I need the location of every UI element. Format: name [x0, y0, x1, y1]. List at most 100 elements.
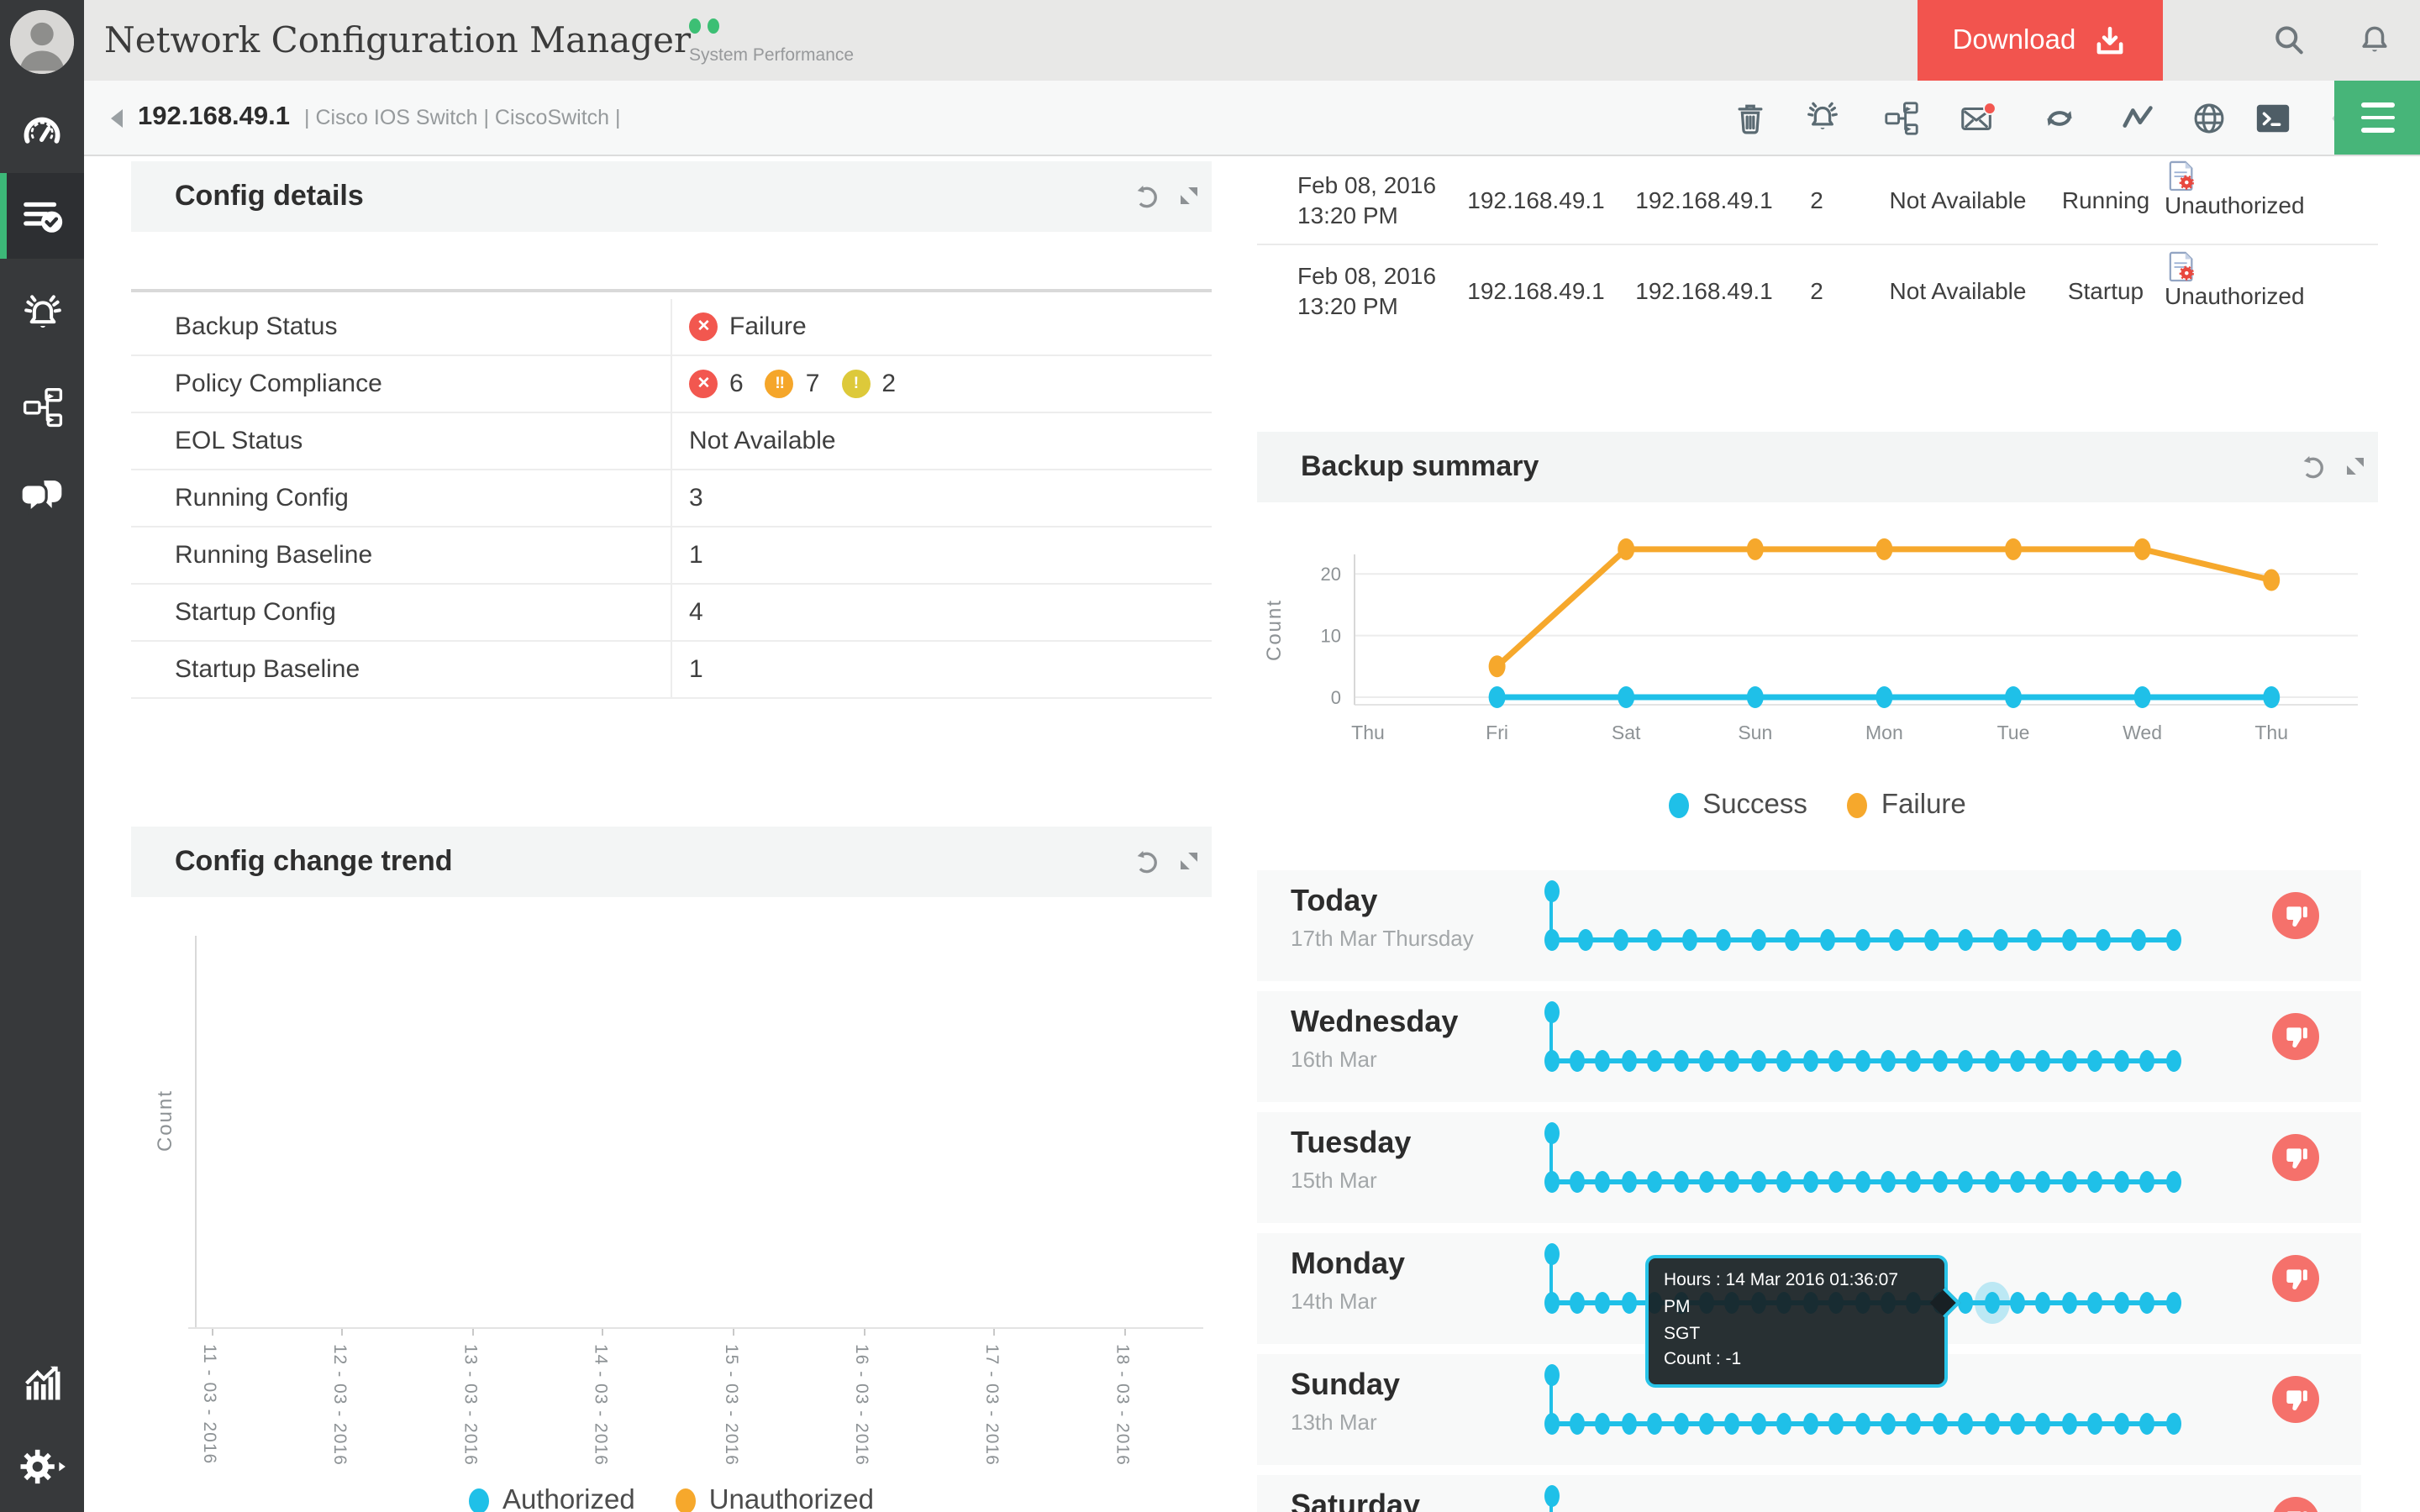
sidebar-item-alarms[interactable] [0, 274, 84, 354]
backup-dot[interactable] [1785, 928, 1801, 950]
backup-dot[interactable] [1984, 1049, 2000, 1071]
backup-dot[interactable] [1595, 1412, 1611, 1434]
backup-dot[interactable] [1906, 1049, 1922, 1071]
backup-dot[interactable] [1923, 928, 1939, 950]
backup-dot[interactable] [2087, 1170, 2103, 1192]
backup-dot[interactable] [2165, 1412, 2181, 1434]
backup-dot[interactable] [1819, 928, 1835, 950]
backup-dot[interactable] [2061, 1049, 2077, 1071]
backup-dot[interactable] [2113, 1291, 2129, 1313]
backup-dot[interactable] [1595, 1049, 1611, 1071]
thumbs-down-button[interactable] [2272, 1013, 2319, 1060]
backup-dot[interactable] [1716, 928, 1732, 950]
backup-dot[interactable] [2027, 928, 2043, 950]
backup-dot[interactable] [1906, 1170, 1922, 1192]
raised-dot[interactable] [1544, 1243, 1559, 1265]
thumbs-down-button[interactable] [2272, 1134, 2319, 1181]
backup-dot[interactable] [2165, 928, 2181, 950]
backup-dot[interactable] [1673, 1049, 1689, 1071]
backup-dot[interactable] [1544, 928, 1559, 950]
backup-dot[interactable] [1932, 1170, 1948, 1192]
backup-dot[interactable] [2061, 1170, 2077, 1192]
sidebar-item-change-management[interactable] [0, 366, 84, 447]
backup-dot[interactable] [1802, 1412, 1818, 1434]
backup-dot[interactable] [1699, 1049, 1714, 1071]
backup-dot[interactable] [2061, 1412, 2077, 1434]
trash-icon[interactable] [1731, 99, 1770, 138]
backup-dot[interactable] [1958, 1049, 1974, 1071]
backup-dot[interactable] [1544, 1170, 1559, 1192]
raised-dot[interactable] [1544, 1485, 1559, 1507]
system-performance[interactable]: System Performance [689, 12, 854, 66]
backup-dot[interactable] [1699, 1412, 1714, 1434]
backup-dot[interactable] [1776, 1049, 1792, 1071]
expand-icon[interactable] [1176, 183, 1203, 210]
download-button[interactable]: Download [1918, 0, 2163, 81]
sidebar-item-reports[interactable] [0, 1344, 84, 1425]
backup-dot[interactable] [1569, 1291, 1585, 1313]
day-timeline[interactable]: Hours : 14 Mar 2016 01:36:07 PM SGT Count … [1544, 1233, 2223, 1388]
backup-dot[interactable] [2061, 1291, 2077, 1313]
backup-dot[interactable] [1828, 1049, 1844, 1071]
backup-dot[interactable] [1544, 1049, 1559, 1071]
backup-dot[interactable] [2113, 1412, 2129, 1434]
raised-dot[interactable] [1544, 1364, 1559, 1386]
alarm-icon[interactable] [1803, 99, 1842, 138]
backup-dot[interactable] [1681, 928, 1697, 950]
sidebar-item-configs[interactable] [0, 173, 84, 259]
backup-dot[interactable] [2087, 1291, 2103, 1313]
backup-dot[interactable] [1724, 1170, 1740, 1192]
sidebar-item-dashboard[interactable] [0, 91, 84, 171]
day-timeline[interactable] [1544, 1112, 2223, 1223]
backup-dot[interactable] [2087, 1049, 2103, 1071]
legend-item[interactable]: Authorized [468, 1485, 635, 1512]
expand-icon[interactable] [1176, 848, 1203, 875]
backup-dot[interactable] [1578, 928, 1594, 950]
back-icon[interactable] [108, 108, 126, 129]
backup-dot[interactable] [1802, 1170, 1818, 1192]
raised-dot[interactable] [1544, 1122, 1559, 1144]
backup-dot[interactable] [1958, 928, 1974, 950]
backup-dot[interactable] [1958, 1291, 1974, 1313]
backup-dot[interactable] [1880, 1049, 1896, 1071]
backup-dot[interactable] [2035, 1170, 2051, 1192]
backup-dot[interactable] [1889, 928, 1905, 950]
backup-dot[interactable] [1776, 1170, 1792, 1192]
raised-dot[interactable] [1544, 880, 1559, 902]
backup-dot[interactable] [1984, 1170, 2000, 1192]
backup-dot[interactable] [2035, 1291, 2051, 1313]
backup-dot[interactable] [2165, 1049, 2181, 1071]
backup-dot[interactable] [1880, 1170, 1896, 1192]
thumbs-down-button[interactable] [2272, 1255, 2319, 1302]
refresh-icon[interactable] [1133, 848, 1160, 875]
legend-item[interactable]: Failure [1847, 790, 1966, 822]
device-ip[interactable]: 192.168.49.1 [138, 102, 291, 131]
backup-dot[interactable] [1621, 1170, 1637, 1192]
sidebar-item-settings[interactable] [0, 1426, 84, 1507]
backup-dot[interactable] [1906, 1412, 1922, 1434]
backup-dot[interactable] [1612, 928, 1628, 950]
table-row[interactable]: Feb 08, 2016 13:20 PM 192.168.49.1 192.168.… [1257, 245, 2378, 336]
backup-dot[interactable] [1569, 1049, 1585, 1071]
backup-dot[interactable] [2010, 1412, 2025, 1434]
thumbs-down-button[interactable] [2272, 1376, 2319, 1423]
backup-dot[interactable] [2035, 1049, 2051, 1071]
backup-dot[interactable] [1724, 1049, 1740, 1071]
backup-dot[interactable] [1544, 1412, 1559, 1434]
backup-dot[interactable] [1958, 1412, 1974, 1434]
day-timeline[interactable] [1544, 1354, 2223, 1465]
backup-dot[interactable] [1802, 1049, 1818, 1071]
bell-icon[interactable] [2356, 22, 2393, 59]
backup-dot[interactable] [1699, 1170, 1714, 1192]
legend-item[interactable]: Success [1669, 790, 1807, 822]
globe-icon[interactable] [2190, 99, 2228, 138]
menu-button[interactable] [2334, 81, 2420, 155]
backup-dot[interactable] [1776, 1412, 1792, 1434]
backup-dot[interactable] [2130, 928, 2146, 950]
backup-dot[interactable] [1647, 1412, 1663, 1434]
backup-dot[interactable] [2139, 1170, 2155, 1192]
backup-dot[interactable] [2113, 1049, 2129, 1071]
thumbs-down-button[interactable] [2272, 1497, 2319, 1512]
raised-dot[interactable] [1544, 1001, 1559, 1023]
backup-dot[interactable] [2096, 928, 2112, 950]
